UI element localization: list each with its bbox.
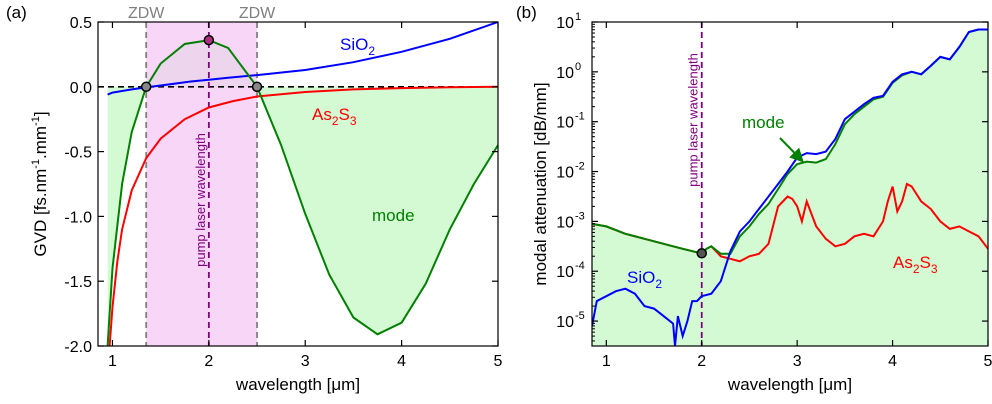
y-tick-label: 10 <box>556 65 574 82</box>
y-tick-exponent: -1 <box>575 111 585 123</box>
zdw-label-1: ZDW <box>128 5 165 22</box>
series-label-sio2: SiO2 <box>627 268 662 291</box>
x-tick-label: 3 <box>301 353 310 370</box>
y-tick-label: 10 <box>556 314 574 331</box>
panel-b-frame <box>591 21 989 347</box>
x-tick-label: 1 <box>602 353 611 370</box>
mode-arrow <box>779 137 804 163</box>
y-tick-exponent: 1 <box>575 11 581 23</box>
mode-fill-area <box>107 40 498 346</box>
mode-fill-area <box>592 29 988 346</box>
x-tick-label: 1 <box>108 353 117 370</box>
series-label-mode: mode <box>372 206 415 225</box>
y-tick-label: 0.5 <box>70 15 92 32</box>
y-tick-label: 10 <box>556 115 574 132</box>
x-tick-label: 5 <box>494 353 503 370</box>
y-tick-exponent: -5 <box>575 310 585 322</box>
sio2-attenuation-line <box>592 28 988 346</box>
y-tick-label: -1.0 <box>64 209 92 226</box>
series-label-sio2: SiO2 <box>340 35 375 58</box>
as2s3-gvd-line <box>108 85 498 346</box>
series-label-as2s3: As2S3 <box>893 253 938 276</box>
gvd-marker-point <box>251 81 263 93</box>
y-axis-title-a: GVD [fs.nm-1.mm-1] <box>30 111 50 256</box>
series-label-mode: mode <box>742 113 785 132</box>
x-axis-title-a: wavelength [μm] <box>235 375 360 394</box>
attenuation-marker-point <box>696 248 707 259</box>
x-tick-label: 4 <box>397 353 406 370</box>
panel-a-label: (a) <box>6 3 27 22</box>
y-tick-label: 10 <box>556 214 574 231</box>
x-tick-label: 3 <box>793 353 802 370</box>
x-tick-label: 5 <box>984 353 992 370</box>
y-tick-label: -1.5 <box>64 274 92 291</box>
gvd-marker-point <box>140 81 152 93</box>
y-tick-label: 10 <box>556 264 574 281</box>
gvd-marker-point <box>203 34 215 46</box>
y-tick-label: 10 <box>556 15 574 32</box>
y-tick-label: -2.0 <box>64 339 92 356</box>
y-tick-label: -0.5 <box>64 145 92 162</box>
mode-gvd-line <box>106 39 498 346</box>
pump-wavelength-label: pump laser wavelength <box>193 133 208 267</box>
x-tick-label: 2 <box>697 353 706 370</box>
pump-wavelength-label: pump laser wavelength <box>686 53 701 187</box>
x-axis-title-b: wavelength [μm] <box>727 375 852 394</box>
x-tick-label: 4 <box>888 353 897 370</box>
series-label-as2s3: As2S3 <box>312 105 357 128</box>
zdw-label-2: ZDW <box>239 5 276 22</box>
sio2-gvd-line <box>107 22 498 96</box>
y-tick-exponent: -2 <box>575 161 585 173</box>
panel-a: (a) 1 2 3 4 50.50.0-0.5-1.0-1.5-2.0 ZDW ZDW … <box>6 3 503 394</box>
y-tick-exponent: -4 <box>575 260 585 272</box>
y-tick-label: 10 <box>556 165 574 182</box>
y-tick-exponent: -3 <box>575 210 585 222</box>
panel-b-label: (b) <box>516 3 537 22</box>
y-tick-label: 0.0 <box>70 80 92 97</box>
panel-a-frame <box>97 21 499 347</box>
y-axis-title-b: modal attenuation [dB/mm] <box>531 82 550 285</box>
x-tick-label: 2 <box>204 353 213 370</box>
y-tick-exponent: 0 <box>575 61 581 73</box>
